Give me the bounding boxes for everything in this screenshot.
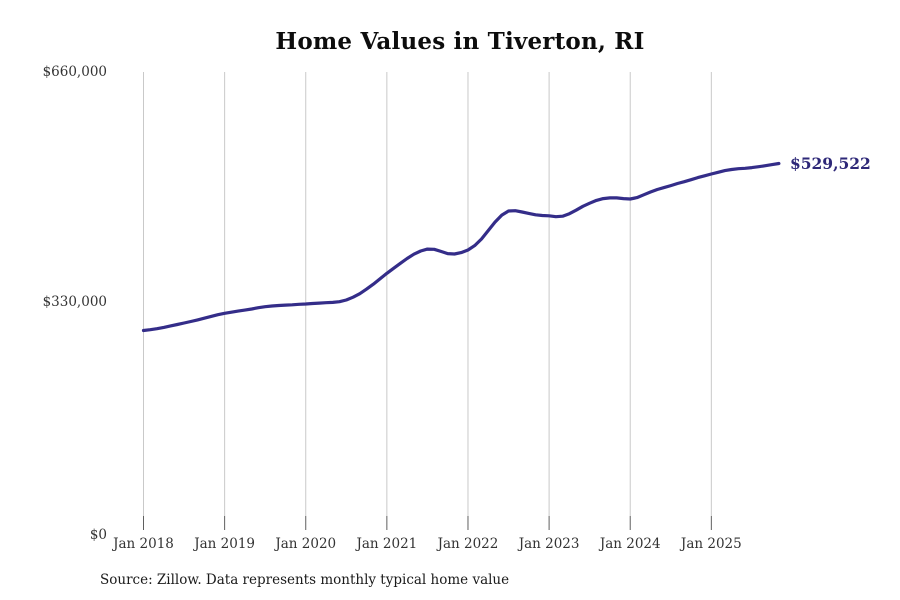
latest-value-label: $529,522 <box>789 153 871 173</box>
source-note: Source: Zillow. Data represents monthly … <box>100 572 510 588</box>
chart-title: Home Values in Tiverton, RI <box>275 28 645 55</box>
y-axis-label-660000: $660,000 <box>42 64 107 80</box>
x-axis-label: Jan 2020 <box>275 536 337 552</box>
x-axis-label: Jan 2019 <box>194 536 256 552</box>
x-axis-label: Jan 2018 <box>113 536 174 552</box>
y-axis-label-0: $0 <box>89 527 107 543</box>
x-axis-label: Jan 2024 <box>599 536 661 552</box>
x-axis-label: Jan 2021 <box>356 536 418 552</box>
x-axis-label: Jan 2022 <box>437 536 499 552</box>
y-axis-label-330000: $330,000 <box>42 294 107 310</box>
home-value-line <box>141 161 781 333</box>
x-axis-label: Jan 2025 <box>680 536 742 552</box>
x-axis-label: Jan 2023 <box>518 536 580 552</box>
